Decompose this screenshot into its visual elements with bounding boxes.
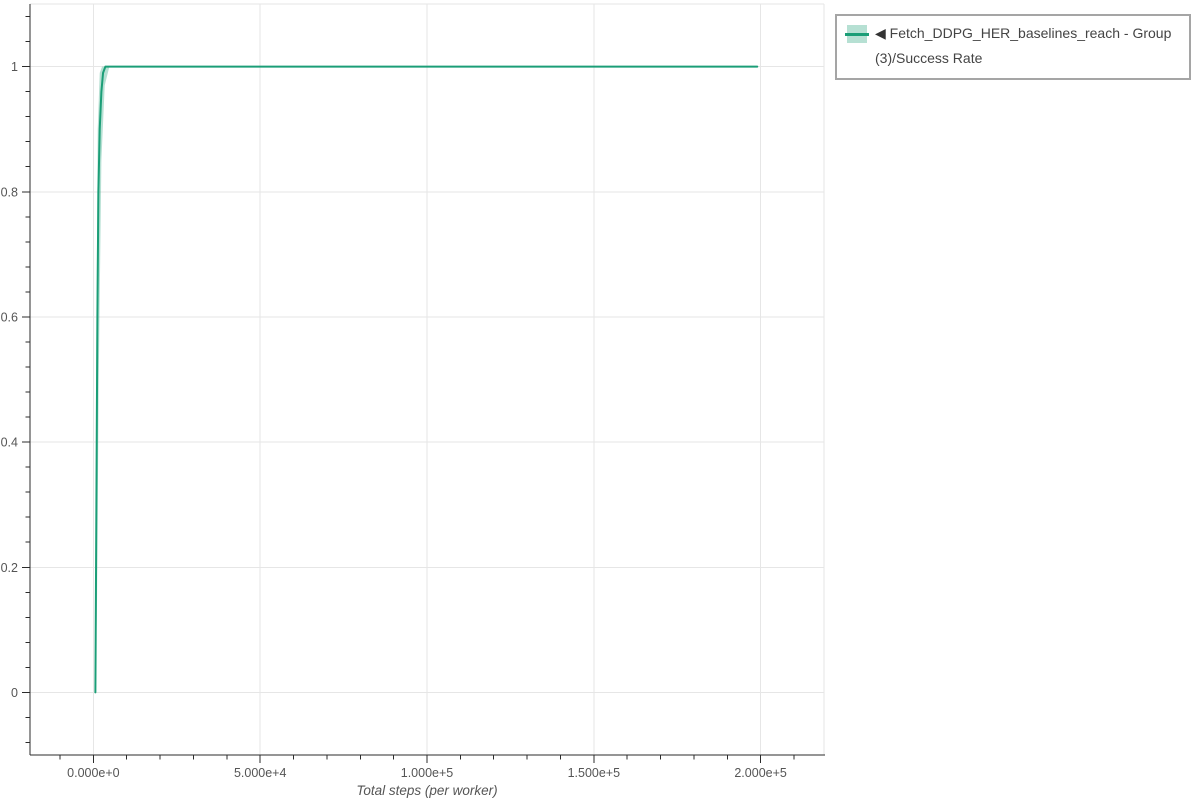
x-tick-label: 0.000e+0 (67, 766, 120, 780)
legend-toggle-arrow-icon: ◀ (875, 25, 886, 41)
x-tick-label: 2.000e+5 (734, 766, 787, 780)
y-tick-label: 0.8 (1, 185, 18, 199)
x-tick-label: 1.500e+5 (568, 766, 621, 780)
y-tick-label: 1 (11, 60, 18, 74)
x-axis-title: Total steps (per worker) (356, 783, 497, 798)
series-band (95, 66, 758, 693)
legend[interactable]: ◀ Fetch_DDPG_HER_baselines_reach - Group… (835, 14, 1191, 80)
legend-marker-band-line (845, 25, 869, 43)
y-tick-label: 0 (11, 686, 18, 700)
y-tick-label: 0.2 (1, 561, 18, 575)
series-line (94, 65, 759, 694)
legend-line-sample (845, 32, 869, 36)
y-tick-label: 0.4 (1, 436, 18, 450)
x-tick-label: 5.000e+4 (234, 766, 287, 780)
legend-label-text: Fetch_DDPG_HER_baselines_reach - Group(3… (875, 25, 1172, 66)
y-tick-label: 0.6 (1, 310, 18, 324)
x-tick-label: 1.000e+5 (401, 766, 454, 780)
legend-label[interactable]: ◀ Fetch_DDPG_HER_baselines_reach - Group… (875, 21, 1183, 71)
